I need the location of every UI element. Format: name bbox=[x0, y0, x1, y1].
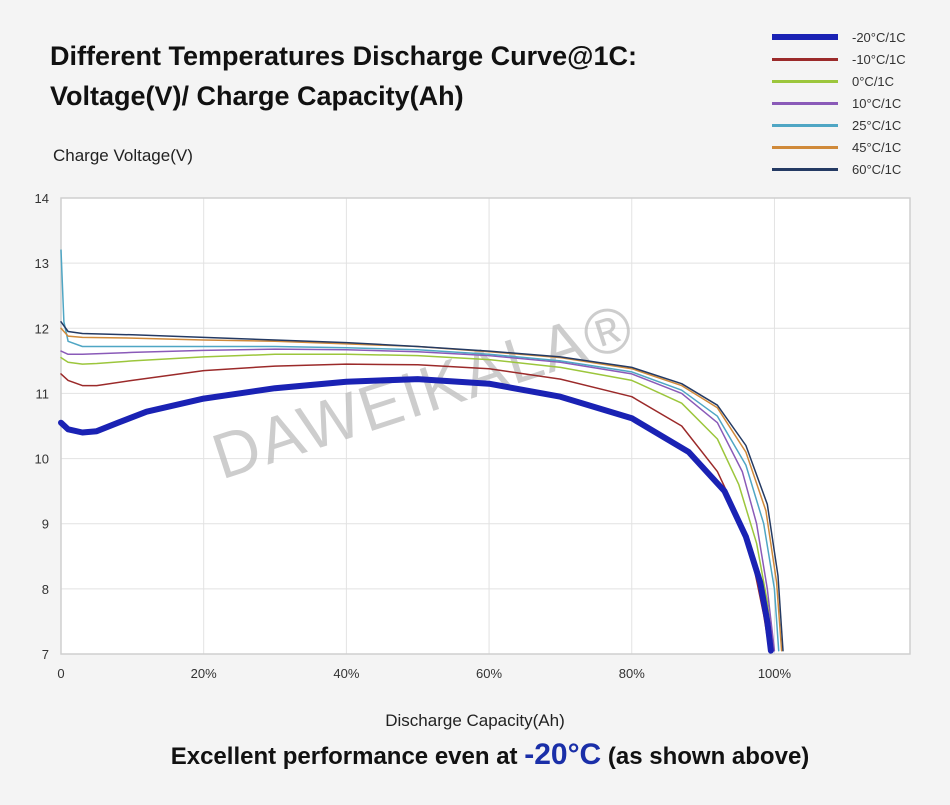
legend-label: -20°C/1C bbox=[852, 29, 906, 45]
series-line bbox=[60, 321, 784, 652]
series-line bbox=[58, 376, 774, 654]
legend-item: 0°C/1C bbox=[772, 70, 906, 92]
series-line bbox=[60, 249, 780, 652]
y-tick-label: 9 bbox=[42, 517, 49, 532]
y-tick-label: 12 bbox=[35, 321, 49, 336]
footer-text-before: Excellent performance even at bbox=[170, 743, 525, 770]
footer-caption: Excellent performance even at -20°C (as … bbox=[0, 738, 950, 772]
x-tick-label: 0 bbox=[57, 666, 64, 681]
legend-item: -10°C/1C bbox=[772, 48, 906, 70]
x-tick-label: 40% bbox=[333, 666, 359, 681]
legend-item: 45°C/1C bbox=[772, 136, 906, 158]
legend-label: 10°C/1C bbox=[852, 95, 902, 111]
legend-label: 25°C/1C bbox=[852, 117, 902, 133]
series-line bbox=[60, 353, 774, 652]
footer-text-after: (as shown above) bbox=[601, 743, 810, 770]
chart-legend: -20°C/1C -10°C/1C 0°C/1C 10°C/1C 25°C/1C 45°C… bbox=[772, 26, 906, 180]
legend-swatch bbox=[772, 57, 838, 61]
y-tick-label: 11 bbox=[36, 386, 50, 401]
y-tick-label: 13 bbox=[35, 256, 49, 271]
legend-item: -20°C/1C bbox=[772, 26, 906, 48]
y-axis-label: Charge Voltage(V) bbox=[53, 146, 193, 165]
legend-label: 0°C/1C bbox=[852, 73, 895, 89]
y-tick-label: 14 bbox=[35, 191, 49, 206]
legend-label: -10°C/1C bbox=[852, 51, 906, 67]
x-tick-label: 100% bbox=[758, 666, 792, 681]
legend-swatch bbox=[772, 79, 838, 83]
x-tick-label: 20% bbox=[191, 666, 217, 681]
chart-title: Different Temperatures Discharge Curve@1… bbox=[50, 36, 637, 116]
series-line bbox=[60, 348, 776, 652]
y-tick-label: 8 bbox=[42, 582, 49, 597]
legend-swatch bbox=[772, 34, 838, 40]
legend-swatch bbox=[772, 101, 838, 105]
legend-item: 10°C/1C bbox=[772, 92, 906, 114]
legend-label: 45°C/1C bbox=[852, 139, 902, 155]
footer-highlight: -20°C bbox=[524, 738, 602, 771]
legend-item: 60°C/1C bbox=[772, 158, 906, 180]
y-tick-label: 7 bbox=[42, 647, 49, 662]
legend-item: 25°C/1C bbox=[772, 114, 906, 136]
chart-title-line-2: Voltage(V)/ Charge Capacity(Ah) bbox=[50, 81, 464, 111]
y-tick-label: 10 bbox=[35, 452, 49, 467]
chart-title-line-1: Different Temperatures Discharge Curve@1… bbox=[50, 41, 637, 71]
x-tick-label: 80% bbox=[619, 666, 645, 681]
plot-area bbox=[61, 198, 910, 654]
legend-label: 60°C/1C bbox=[852, 161, 902, 177]
legend-swatch bbox=[772, 167, 838, 171]
x-axis-label: Discharge Capacity(Ah) bbox=[385, 711, 565, 730]
legend-swatch bbox=[772, 145, 838, 149]
legend-swatch bbox=[772, 123, 838, 127]
x-tick-label: 60% bbox=[476, 666, 502, 681]
